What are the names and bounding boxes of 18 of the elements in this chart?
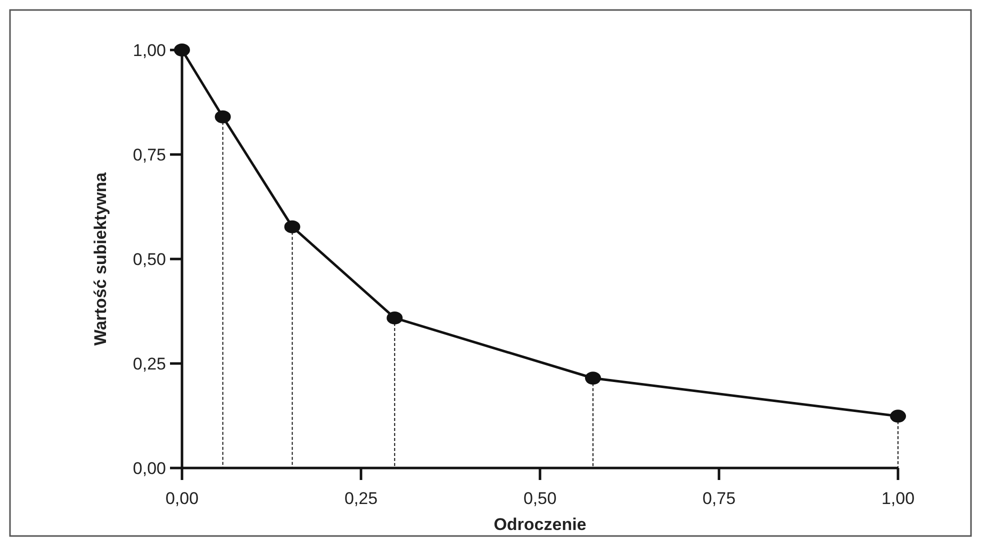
x-axis-title: Odroczenie	[494, 515, 586, 534]
y-tick-label: 0,50	[132, 250, 166, 269]
x-tick-label: 0,00	[165, 489, 199, 508]
point	[214, 110, 231, 124]
y-axis-title: Wartość subiektywna	[91, 172, 110, 346]
x-tick-label: 1,00	[881, 489, 915, 508]
point	[284, 220, 300, 234]
y-tick-label: 0,25	[132, 354, 166, 374]
point	[890, 410, 906, 423]
x-tick-label: 0,50	[523, 489, 557, 508]
x-tick-label: 0,25	[344, 489, 378, 508]
y-tick-label: 0,00	[132, 459, 166, 478]
y-tick-label: 1,00	[132, 41, 166, 60]
y-tick-label: 0,75	[132, 146, 166, 164]
x-tick-label: 0,75	[702, 489, 736, 508]
point	[386, 311, 403, 324]
point	[584, 372, 601, 385]
point	[174, 44, 190, 56]
